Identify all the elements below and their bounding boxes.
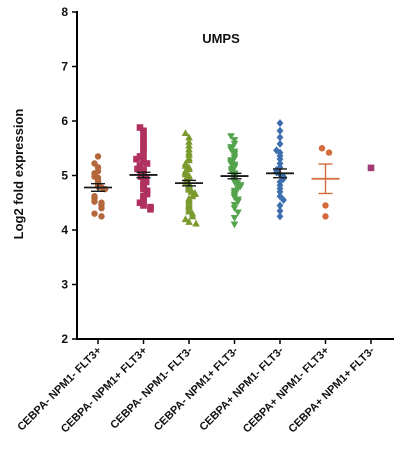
data-point <box>140 146 147 153</box>
data-point <box>134 165 141 173</box>
data-point <box>276 155 284 164</box>
data-point <box>367 164 375 172</box>
data-point <box>322 213 329 220</box>
data-point <box>276 163 284 172</box>
data-point <box>276 206 284 215</box>
data-point <box>140 202 147 209</box>
data-point <box>276 201 284 210</box>
data-point <box>140 196 147 204</box>
y-tick-label: 5 <box>61 169 68 183</box>
data-point <box>136 124 144 131</box>
x-ticks: CEBPA- NPM1- FLT3+CEBPA- NPM1+ FLT3+CEBP… <box>15 339 377 435</box>
data-point <box>318 145 326 152</box>
data-point <box>181 215 190 223</box>
x-tick-label: CEBPA+ NPM1- FLT3+ <box>241 345 332 436</box>
y-tick-label: 6 <box>61 114 68 128</box>
chart-title: UMPS <box>202 31 240 46</box>
data-point <box>230 194 239 202</box>
data-point <box>280 196 287 205</box>
x-tick-label: CEBPA- NPM1- FLT3+ <box>15 345 104 434</box>
data-point <box>276 187 284 196</box>
y-tick-label: 8 <box>61 5 68 19</box>
data-point <box>230 155 239 162</box>
data-point <box>140 158 147 166</box>
data-point <box>227 146 235 154</box>
y-tick-label: 2 <box>61 332 68 346</box>
data-point <box>140 131 147 138</box>
data-point <box>143 160 151 167</box>
data-point <box>147 205 154 213</box>
data-point <box>185 137 193 145</box>
data-point <box>185 133 193 141</box>
data-point <box>140 135 147 142</box>
data-point <box>192 219 200 227</box>
data-point <box>185 156 193 164</box>
y-tick-label: 4 <box>61 223 68 237</box>
x-tick-label: CEBPA+ NPM1+ FLT3- <box>286 344 377 435</box>
data-point <box>98 205 105 212</box>
data-point <box>98 213 105 220</box>
x-tick-label: CEBPA+ NPM1- FLT3- <box>197 344 286 433</box>
data-point <box>91 198 98 205</box>
y-ticks: 2 3 4 5 6 7 8 <box>61 5 77 346</box>
data-point <box>280 174 287 183</box>
data-point <box>136 153 144 160</box>
data-point <box>140 150 147 157</box>
data-point <box>227 133 235 141</box>
y-axis-label: Log2 fold expression <box>11 109 26 240</box>
data-point <box>133 155 140 163</box>
data-point <box>273 146 280 155</box>
data-point <box>94 153 102 160</box>
data-point <box>276 133 284 142</box>
data-point <box>276 212 284 221</box>
data-point <box>234 185 242 193</box>
x-tick-label: CEBPA- NPM1+ FLT3+ <box>59 345 150 436</box>
data-point <box>230 221 239 229</box>
data-point <box>273 168 280 177</box>
data-point <box>185 218 193 225</box>
data-point <box>276 119 284 128</box>
data-point <box>276 192 284 201</box>
data-point <box>234 209 242 217</box>
x-tick-label: CEBPA- NPM1- FLT3- <box>108 344 195 431</box>
y-tick-label: 3 <box>61 278 68 292</box>
mean-sem-bars <box>84 163 340 195</box>
data-point <box>185 141 193 149</box>
data-point <box>140 127 147 135</box>
data-point <box>136 199 144 207</box>
data-point <box>140 142 147 149</box>
data-point <box>230 205 239 212</box>
y-tick-label: 7 <box>61 60 68 74</box>
data-point <box>188 212 197 220</box>
data-point <box>143 190 151 198</box>
data-point <box>325 149 333 156</box>
x-tick-label: CEBPA- NPM1+ FLT3- <box>152 344 241 433</box>
data-point <box>276 139 284 148</box>
data-point <box>230 215 239 222</box>
data-point <box>322 202 329 209</box>
data-point <box>230 137 239 144</box>
data-point <box>181 129 190 136</box>
data-point <box>140 185 147 193</box>
data-point <box>91 210 98 217</box>
data-point <box>276 126 284 135</box>
